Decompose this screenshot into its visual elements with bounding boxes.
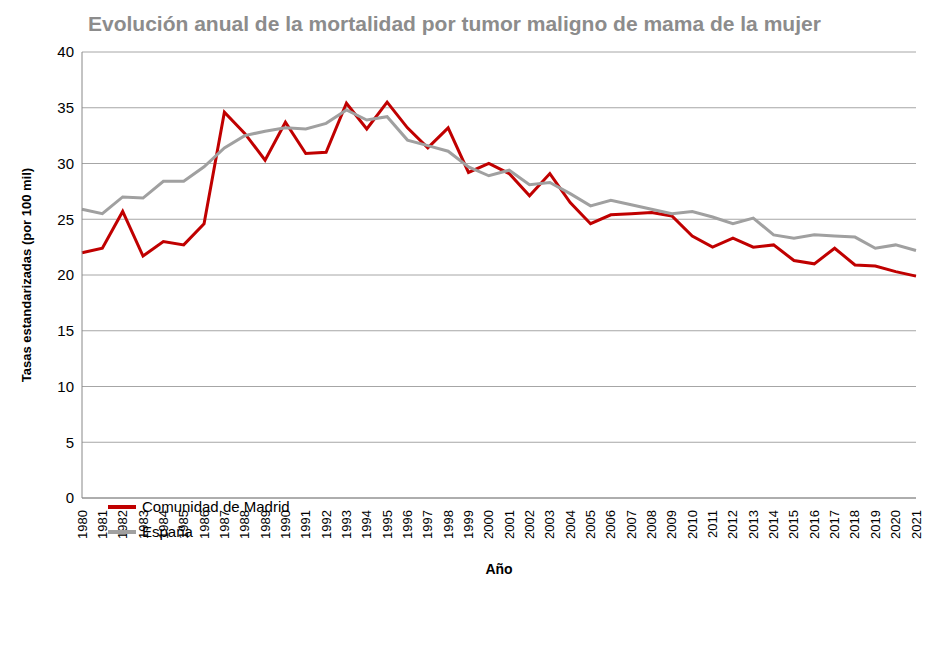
svg-text:0: 0: [66, 489, 74, 506]
svg-text:40: 40: [57, 43, 74, 60]
svg-text:2014: 2014: [766, 510, 781, 539]
svg-text:2001: 2001: [502, 510, 517, 539]
svg-text:10: 10: [57, 378, 74, 395]
svg-text:Año: Año: [485, 561, 512, 577]
svg-text:2016: 2016: [807, 510, 822, 539]
svg-text:2002: 2002: [522, 510, 537, 539]
svg-text:2004: 2004: [563, 510, 578, 539]
svg-text:2013: 2013: [746, 510, 761, 539]
svg-text:1981: 1981: [95, 510, 110, 539]
svg-text:2000: 2000: [481, 510, 496, 539]
svg-text:1983: 1983: [136, 510, 151, 539]
svg-text:20: 20: [57, 266, 74, 283]
svg-text:5: 5: [66, 434, 74, 451]
svg-text:30: 30: [57, 155, 74, 172]
svg-text:35: 35: [57, 99, 74, 116]
svg-text:2008: 2008: [644, 510, 659, 539]
svg-text:2009: 2009: [664, 510, 679, 539]
svg-text:2020: 2020: [888, 510, 903, 539]
svg-text:Tasas estandarizadas (por 100: Tasas estandarizadas (por 100 mil): [19, 168, 34, 382]
svg-text:1984: 1984: [156, 510, 171, 539]
svg-text:1989: 1989: [258, 510, 273, 539]
svg-text:2015: 2015: [786, 510, 801, 539]
svg-text:1986: 1986: [197, 510, 212, 539]
svg-text:15: 15: [57, 322, 74, 339]
svg-text:1982: 1982: [115, 510, 130, 539]
svg-text:2017: 2017: [827, 510, 842, 539]
svg-text:1990: 1990: [278, 510, 293, 539]
svg-text:1995: 1995: [380, 510, 395, 539]
svg-text:2003: 2003: [542, 510, 557, 539]
svg-text:2011: 2011: [705, 510, 720, 538]
svg-text:2005: 2005: [583, 510, 598, 539]
svg-text:2021: 2021: [909, 510, 924, 539]
svg-text:1985: 1985: [176, 510, 191, 539]
svg-text:1994: 1994: [359, 510, 374, 539]
svg-text:1996: 1996: [400, 510, 415, 539]
svg-text:1980: 1980: [75, 510, 90, 539]
svg-text:2018: 2018: [847, 510, 862, 539]
svg-text:2010: 2010: [685, 510, 700, 539]
svg-text:2007: 2007: [624, 510, 639, 539]
svg-text:2019: 2019: [868, 510, 883, 539]
svg-text:1998: 1998: [441, 510, 456, 539]
svg-text:1987: 1987: [217, 510, 232, 539]
svg-text:1992: 1992: [319, 510, 334, 539]
svg-text:1988: 1988: [237, 510, 252, 539]
svg-text:1991: 1991: [298, 510, 313, 539]
svg-text:1997: 1997: [420, 510, 435, 539]
svg-text:25: 25: [57, 211, 74, 228]
svg-text:1993: 1993: [339, 510, 354, 539]
svg-text:1999: 1999: [461, 510, 476, 539]
svg-text:2012: 2012: [725, 510, 740, 539]
svg-text:2006: 2006: [603, 510, 618, 539]
